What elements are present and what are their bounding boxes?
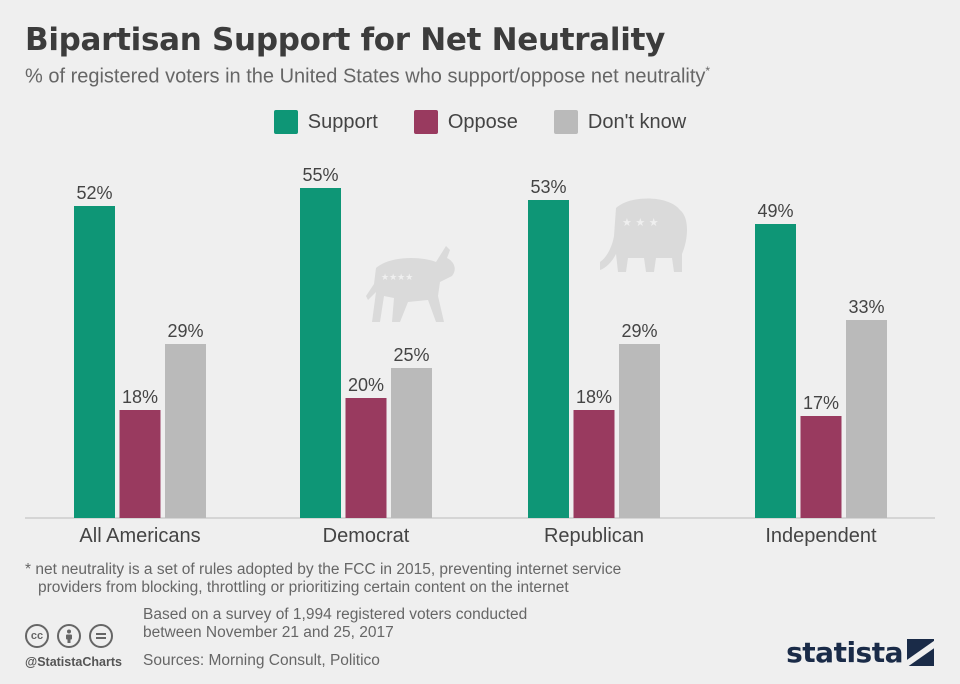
bar-all-americans-dont-know[interactable] xyxy=(165,344,206,518)
legend-swatch-dont-know xyxy=(553,110,578,134)
category-label-all-americans: All Americans xyxy=(79,525,200,547)
data-label-republican-oppose: 18% xyxy=(576,387,612,407)
statista-logo[interactable]: statista xyxy=(786,636,934,669)
category-label-independent: Independent xyxy=(765,525,877,547)
bar-independent-support[interactable] xyxy=(755,224,796,518)
legend-item-oppose[interactable]: Oppose xyxy=(413,110,518,134)
nd-icon[interactable] xyxy=(89,624,113,648)
category-label-republican: Republican xyxy=(544,525,644,547)
bar-democrat-dont-know[interactable] xyxy=(391,368,432,518)
legend-swatch-support xyxy=(273,110,298,134)
svg-text:★ ★ ★: ★ ★ ★ xyxy=(622,216,659,229)
data-label-all-americans-dont-know: 29% xyxy=(167,321,203,341)
bar-republican-oppose[interactable] xyxy=(573,410,615,518)
data-label-independent-oppose: 17% xyxy=(803,393,839,413)
category-label-democrat: Democrat xyxy=(323,525,410,547)
subtitle-footnote-mark: * xyxy=(705,64,711,78)
sources-text: Sources: Morning Consult, Politico xyxy=(143,652,380,669)
svg-text:★★★★: ★★★★ xyxy=(381,273,413,283)
bar-independent-dont-know[interactable] xyxy=(846,320,887,518)
survey-line-2: between November 21 and 25, 2017 xyxy=(143,624,394,641)
data-label-democrat-oppose: 20% xyxy=(348,375,384,395)
elephant-icon: ★ ★ ★ xyxy=(600,198,687,272)
data-label-republican-dont-know: 29% xyxy=(621,321,657,341)
bar-democrat-oppose[interactable] xyxy=(345,398,387,518)
statista-wordmark: statista xyxy=(786,636,903,669)
bar-republican-dont-know[interactable] xyxy=(619,344,660,518)
footnote: * net neutrality is a set of rules adopt… xyxy=(25,561,725,597)
bar-chart: ★★★★ ★ ★ ★ 52% 18% 29% All Americans 55% 20% 2… xyxy=(25,165,935,547)
bar-independent-oppose[interactable] xyxy=(800,416,842,518)
legend-item-support[interactable]: Support xyxy=(273,110,378,134)
data-label-independent-dont-know: 33% xyxy=(848,297,884,317)
legend-label-dont-know: Don't know xyxy=(587,110,687,133)
statista-handle[interactable]: @StatistaCharts xyxy=(25,655,122,669)
bar-all-americans-support[interactable] xyxy=(74,206,115,518)
license-icons[interactable]: cc xyxy=(25,624,121,648)
data-label-democrat-dont-know: 25% xyxy=(393,345,429,365)
footnote-line-1: * net neutrality is a set of rules adopt… xyxy=(25,561,622,578)
bar-republican-support[interactable] xyxy=(528,200,569,518)
legend-label-oppose: Oppose xyxy=(447,110,518,133)
survey-line-1: Based on a survey of 1,994 registered vo… xyxy=(143,606,528,623)
data-label-all-americans-support: 52% xyxy=(76,183,112,203)
data-label-republican-support: 53% xyxy=(530,177,566,197)
legend-label-support: Support xyxy=(307,110,378,133)
data-label-democrat-support: 55% xyxy=(302,165,338,185)
legend-item-dont-know[interactable]: Don't know xyxy=(553,110,687,134)
legend-swatch-oppose xyxy=(413,110,438,134)
bar-all-americans-oppose[interactable] xyxy=(119,410,161,518)
legend: Support Oppose Don't know xyxy=(0,110,960,134)
chart-title: Bipartisan Support for Net Neutrality xyxy=(25,22,665,58)
data-label-all-americans-oppose: 18% xyxy=(122,387,158,407)
data-label-independent-support: 49% xyxy=(757,201,793,221)
by-icon[interactable] xyxy=(57,624,81,648)
subtitle-text: % of registered voters in the United Sta… xyxy=(25,65,706,88)
bar-democrat-support[interactable] xyxy=(300,188,341,518)
donkey-icon: ★★★★ xyxy=(366,246,455,322)
footnote-line-2: providers from blocking, throttling or p… xyxy=(38,579,569,596)
chart-subtitle: % of registered voters in the United Sta… xyxy=(25,64,710,89)
statista-logo-icon xyxy=(907,639,934,666)
cc-icon[interactable]: cc xyxy=(25,624,49,648)
source-block: Based on a survey of 1,994 registered vo… xyxy=(143,606,527,670)
